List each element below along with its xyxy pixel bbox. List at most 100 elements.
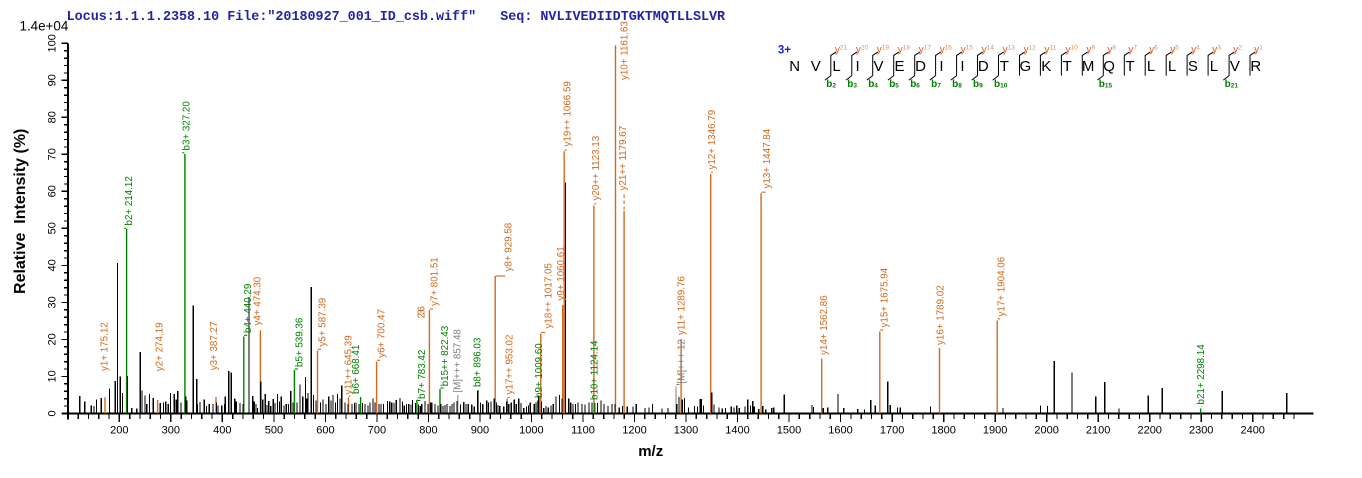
svg-text:50: 50 [47,222,59,234]
svg-text:2400: 2400 [1240,425,1264,437]
svg-text:b5: b5 [889,79,899,90]
svg-text:y18: y18 [898,45,911,56]
svg-text:y14: y14 [982,45,995,56]
svg-text:Locus:1.1.1.2358.10 File:"2018: Locus:1.1.1.2358.10 File:"20180927_001_I… [67,10,726,25]
svg-text:1000: 1000 [519,425,543,437]
svg-text:y9+ 1060.61: y9+ 1060.61 [556,246,567,300]
svg-text:b5+ 539.36: b5+ 539.36 [295,317,306,367]
svg-text:b6+ 668.41: b6+ 668.41 [351,345,362,394]
svg-text:b21: b21 [1225,79,1239,90]
svg-text:y9: y9 [1086,45,1095,56]
svg-text:1500: 1500 [777,425,801,437]
svg-text:b9: b9 [973,79,983,90]
svg-text:y2+ 274.19: y2+ 274.19 [155,322,166,371]
svg-text:y8: y8 [1107,45,1116,56]
svg-text:y17+ 1904.06: y17+ 1904.06 [997,256,1008,316]
svg-text:40: 40 [47,259,59,271]
svg-text:b10: b10 [994,79,1008,90]
svg-text:y20: y20 [856,45,869,56]
svg-text:y13: y13 [1003,45,1016,56]
svg-text:1700: 1700 [880,425,904,437]
svg-text:y5+ 587.39: y5+ 587.39 [318,298,329,347]
svg-text:2100: 2100 [1086,425,1110,437]
svg-text:700: 700 [368,425,386,437]
svg-text:y7+ 801.51: y7+ 801.51 [430,257,441,306]
svg-text:1100: 1100 [571,425,595,437]
svg-text:y21: y21 [835,45,848,56]
svg-text:90: 90 [47,74,59,86]
svg-text:y17: y17 [919,45,932,56]
svg-text:y19: y19 [877,45,890,56]
svg-text:300: 300 [162,425,180,437]
svg-text:60: 60 [47,185,59,197]
svg-text:b7: b7 [931,79,941,90]
svg-text:y11: y11 [1045,45,1057,56]
svg-text:y4: y4 [1191,45,1200,56]
svg-text:y10+ 1161.63: y10+ 1161.63 [620,21,631,80]
svg-text:1600: 1600 [828,425,852,437]
svg-text:b10+ 1124.14: b10+ 1124.14 [589,340,600,400]
svg-text:b8+ 896.03: b8+ 896.03 [473,337,484,387]
svg-text:b4+ 440.29: b4+ 440.29 [243,284,254,333]
svg-text:100: 100 [47,34,59,52]
svg-text:0: 0 [47,410,59,416]
svg-text:1200: 1200 [622,425,646,437]
svg-text:Relative Intensity (%): Relative Intensity (%) [12,129,29,294]
svg-text:y6: y6 [1149,45,1158,56]
svg-text:y3: y3 [1212,45,1221,56]
svg-text:y7: y7 [1128,45,1137,56]
svg-text:m/z: m/z [638,443,663,460]
svg-text:b6: b6 [910,79,920,90]
svg-text:y14+ 1562.86: y14+ 1562.86 [819,295,830,355]
svg-text:y15: y15 [961,45,974,56]
svg-text:y12: y12 [1024,45,1037,56]
svg-text:b2: b2 [826,79,836,90]
svg-text:y5: y5 [1170,45,1179,56]
svg-text:y8+ 929.58: y8+ 929.58 [504,222,515,271]
svg-text:y16+ 1789.02: y16+ 1789.02 [935,285,946,345]
svg-text:b7+ 783.42: b7+ 783.42 [417,350,428,399]
svg-text:b4: b4 [868,79,878,90]
svg-text:900: 900 [471,425,489,437]
svg-text:2200: 2200 [1137,425,1161,437]
svg-text:800: 800 [419,425,437,437]
svg-text:y11++ 645.39: y11++ 645.39 [344,335,355,394]
svg-text:y15+ 1675.94: y15+ 1675.94 [879,267,890,327]
svg-text:b21+ 2298.14: b21+ 2298.14 [1196,344,1207,405]
svg-text:30: 30 [47,296,59,308]
svg-text:y6+ 700.47: y6+ 700.47 [376,309,387,358]
svg-text:20: 20 [47,333,59,345]
svg-text:y3+ 387.27: y3+ 387.27 [209,322,220,371]
svg-text:y21++ 1179.67: y21++ 1179.67 [618,126,629,191]
svg-text:2300: 2300 [1189,425,1213,437]
svg-text:3+: 3+ [778,45,791,57]
svg-text:1800: 1800 [931,425,955,437]
svg-text:y1: y1 [1254,45,1263,56]
svg-text:b8: b8 [952,79,962,90]
svg-text:y11+ 1289.76: y11+ 1289.76 [676,276,687,335]
svg-text:[M]+++ 12: [M]+++ 12 [676,339,687,383]
svg-text:2.36: 2.36 [417,305,428,318]
svg-text:400: 400 [213,425,231,437]
svg-text:y18++ 1017.05: y18++ 1017.05 [544,263,555,329]
svg-text:y13+ 1447.84: y13+ 1447.84 [762,128,773,188]
svg-text:b2+ 214.12: b2+ 214.12 [124,176,135,225]
svg-text:b3: b3 [847,79,857,90]
svg-text:y4+ 474.30: y4+ 474.30 [253,276,264,325]
svg-text:y16: y16 [940,45,953,56]
svg-text:b15++ 822.43: b15++ 822.43 [440,325,451,386]
svg-text:NVLIVEDIIDTGKTMQTLLSLVR: NVLIVEDIIDTGKTMQTLLSLVR [789,58,1261,75]
svg-text:1400: 1400 [725,425,749,437]
svg-text:1900: 1900 [983,425,1007,437]
svg-text:10: 10 [47,370,59,382]
svg-text:y19++ 1066.59: y19++ 1066.59 [562,81,573,146]
svg-text:600: 600 [316,425,334,437]
svg-text:80: 80 [47,111,59,123]
svg-text:y20++ 1123.13: y20++ 1123.13 [591,135,602,200]
svg-text:200: 200 [110,425,128,437]
svg-text:y1+ 175.12: y1+ 175.12 [99,322,110,371]
svg-text:b9+ 1009.60: b9+ 1009.60 [534,343,545,398]
svg-text:1.4e+04: 1.4e+04 [20,19,69,34]
svg-text:y10: y10 [1066,45,1079,56]
svg-text:500: 500 [265,425,283,437]
